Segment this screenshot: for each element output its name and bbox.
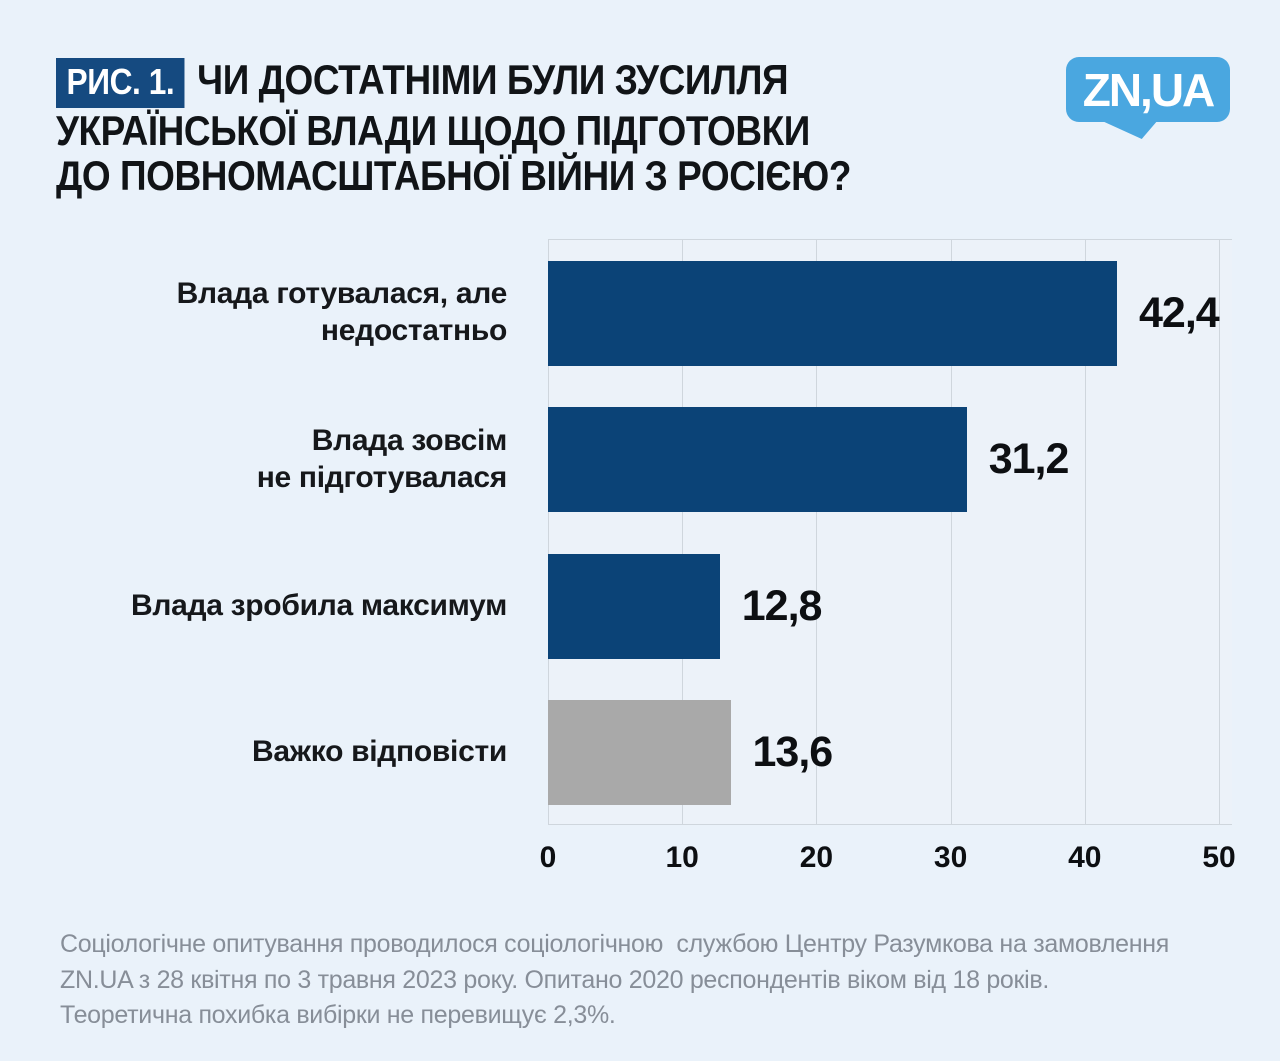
bar-row-1: 31,2 (548, 387, 1232, 534)
x-tick-label-20: 20 (799, 841, 834, 874)
bar-3 (548, 700, 731, 806)
title-line-1: Рис. 1. ЧИ ДОСТАТНІМИ БУЛИ ЗУСИЛЛЯ (56, 57, 851, 108)
bar-row-3: 13,6 (548, 680, 1232, 827)
footer-line-2: ZN.UA з 28 квітня по 3 травня 2023 року.… (60, 965, 1050, 994)
category-label-2: Влада зробила максимум (56, 532, 507, 679)
category-label-3: Важко відповісти (56, 679, 507, 826)
plot-wrap: 42,4 31,2 12,8 13,6 0 10 20 30 40 50 (540, 239, 1236, 877)
bar-value-label-1: 31,2 (988, 435, 1070, 484)
header: Рис. 1. ЧИ ДОСТАТНІМИ БУЛИ ЗУСИЛЛЯ УКРАЇН… (56, 57, 1232, 198)
category-label-line: недостатньо (320, 314, 507, 348)
category-label-line: Влада зробила максимум (131, 588, 507, 622)
gridline-20 (816, 240, 818, 824)
gridline-10 (682, 240, 684, 824)
chart-title: Рис. 1. ЧИ ДОСТАТНІМИ БУЛИ ЗУСИЛЛЯ УКРАЇН… (56, 57, 959, 198)
x-tick-label-50: 50 (1202, 841, 1236, 874)
footer-line-1: Соціологічне опитування проводилося соці… (60, 930, 1169, 958)
figure-number-badge: Рис. 1. (56, 58, 185, 108)
x-tick-label-30: 30 (933, 841, 968, 874)
bar-2 (548, 553, 720, 659)
bar-value-label-3: 13,6 (752, 728, 834, 777)
footer-line-3: Теоретична похибка вибірки не перевищує … (60, 1001, 616, 1029)
category-label-line: Влада зовсім (311, 423, 508, 457)
znua-logo-tail-icon (1100, 120, 1158, 139)
bar-chart: Влада готувалася, але недостатньо Влада зо… (56, 239, 1236, 877)
category-label-1: Влада зовсім не підготувалася (56, 386, 508, 533)
x-tick-label-0: 0 (539, 841, 557, 874)
gridline-30 (950, 240, 952, 824)
bar-value-label-2: 12,8 (741, 581, 823, 630)
category-labels: Влада готувалася, але недостатньо Влада зо… (56, 239, 507, 825)
plot-area: 42,4 31,2 12,8 13,6 (548, 239, 1232, 825)
bar-value-label-0: 42,4 (1139, 288, 1220, 337)
x-axis: 0 10 20 30 40 50 (540, 841, 1236, 877)
title-text-1: ЧИ ДОСТАТНІМИ БУЛИ ЗУСИЛЛЯ (197, 56, 789, 103)
bar-row-0: 42,4 (548, 240, 1232, 387)
bar-row-2: 12,8 (548, 533, 1232, 680)
methodology-note: Соціологічне опитування проводилося соці… (60, 927, 1232, 1034)
bar-0 (548, 260, 1117, 366)
category-label-line: Влада готувалася, але (176, 277, 508, 311)
x-tick-label-10: 10 (665, 841, 699, 874)
category-label-0: Влада готувалася, але недостатньо (56, 239, 508, 386)
gridline-50 (1219, 240, 1220, 824)
category-label-line: не підготувалася (256, 460, 508, 494)
znua-logo-bubble: ZN,UA (1066, 57, 1230, 122)
category-label-line: Важко відповісти (252, 735, 507, 769)
title-line-2: УКРАЇНСЬКОЇ ВЛАДИ ЩОДО ПІДГОТОВКИ (56, 107, 810, 154)
x-tick-label-40: 40 (1068, 841, 1102, 874)
gridline-0 (548, 240, 549, 824)
bar-1 (548, 407, 967, 513)
znua-logo: ZN,UA (1066, 57, 1230, 139)
title-line-3: ДО ПОВНОМАСШТАБНОЇ ВІЙНИ З РОСІЄЮ? (56, 152, 851, 199)
gridline-40 (1084, 240, 1086, 824)
